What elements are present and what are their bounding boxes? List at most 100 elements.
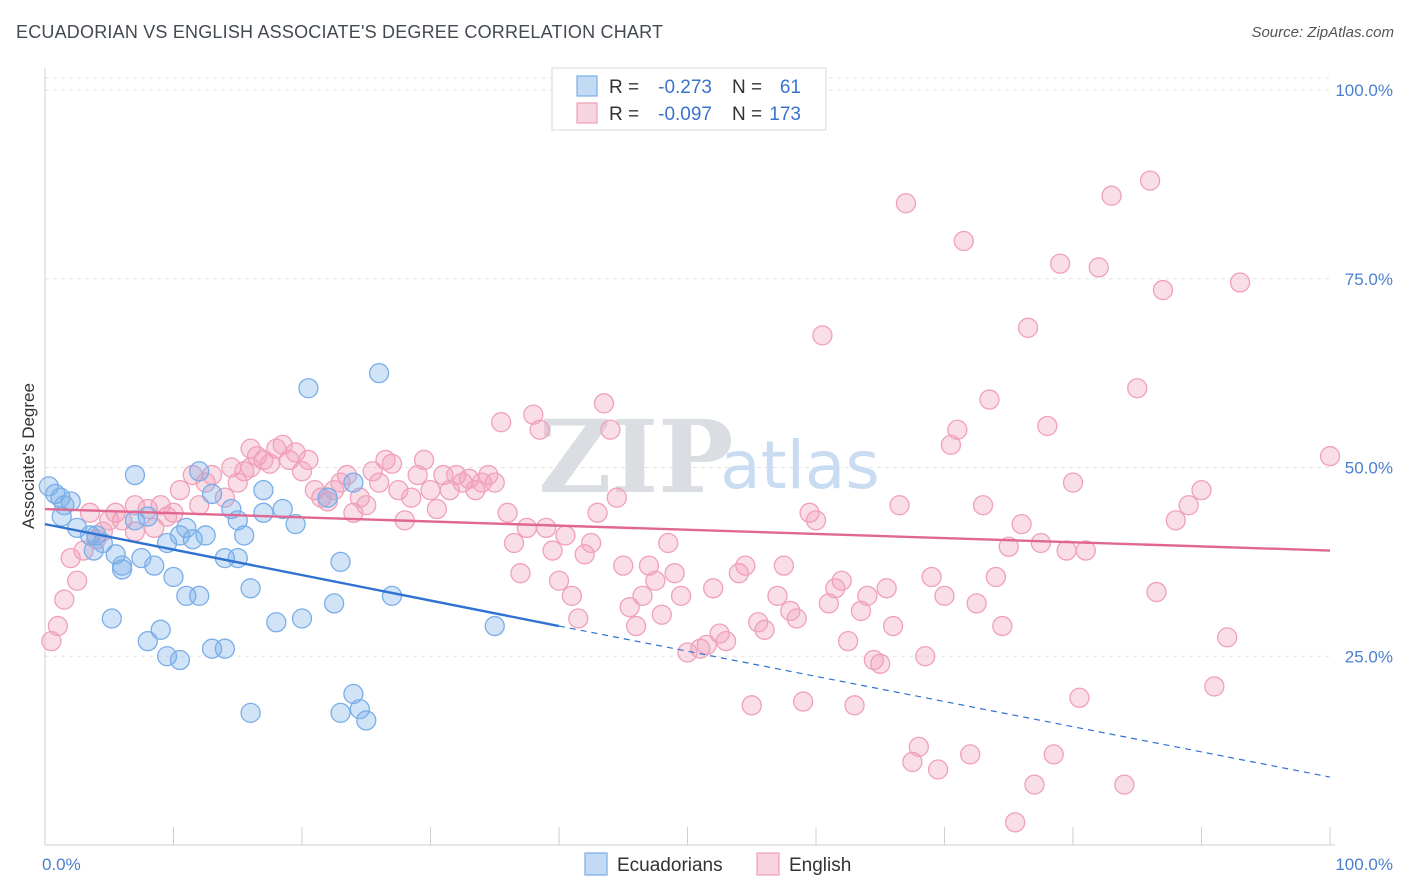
english-point — [484, 472, 505, 493]
english-point — [1114, 774, 1135, 795]
english-point — [66, 570, 88, 591]
english-point — [156, 506, 178, 527]
series-legend: Ecuadorians English — [584, 852, 851, 876]
english-point — [523, 404, 544, 425]
english-point — [285, 442, 306, 463]
english-point — [253, 449, 274, 471]
english-point — [150, 495, 171, 516]
english-point — [561, 585, 582, 606]
english-point — [439, 479, 460, 501]
ecuadorian-point — [163, 566, 184, 588]
english-point — [491, 412, 512, 433]
english-point — [670, 585, 692, 606]
english-point — [953, 230, 974, 252]
english-point — [574, 544, 595, 565]
english-point — [696, 634, 717, 656]
english-point — [47, 615, 68, 637]
ecuadorian-point — [101, 608, 122, 629]
ecuadorian-point — [156, 646, 178, 667]
ecuadorian-point — [343, 683, 364, 705]
y-tick-label: 75.0% — [1345, 270, 1393, 289]
english-point — [1152, 279, 1174, 301]
english-point — [927, 759, 949, 780]
english-point — [741, 695, 762, 716]
english-point — [934, 585, 955, 606]
english-point — [1217, 627, 1238, 648]
english-point — [401, 487, 422, 508]
x-tick-labels: 0.0% 100.0% — [42, 855, 1393, 874]
english-point — [1139, 170, 1161, 191]
ecuadorian-point — [227, 510, 248, 531]
english-point — [381, 453, 403, 474]
n-label: N = — [732, 77, 762, 98]
english-point — [593, 393, 615, 414]
ecuadorian-point — [240, 702, 261, 724]
y-axis-label: Associate's Degree — [19, 383, 38, 529]
ecuadorian-point — [253, 479, 274, 501]
r-value: -0.273 — [658, 77, 712, 98]
english-point — [503, 532, 525, 554]
english-point — [908, 736, 929, 757]
ecuadorian-point — [343, 472, 364, 493]
english-point — [1005, 812, 1026, 833]
ecuadorian-point — [323, 593, 345, 614]
english-point — [529, 419, 550, 440]
source-label: Source: ZipAtlas.com — [1251, 24, 1394, 41]
chart-title: ECUADORIAN VS ENGLISH ASSOCIATE'S DEGREE… — [16, 22, 664, 42]
english-point — [645, 570, 666, 591]
english-point — [947, 419, 968, 440]
english-point — [966, 593, 987, 614]
english-point — [298, 449, 319, 471]
english-point — [516, 517, 538, 539]
ecuadorian-point — [83, 540, 104, 561]
english-point — [548, 570, 570, 591]
english-point — [677, 642, 698, 663]
ecuadorian-point — [111, 559, 133, 580]
ecuadorian-point — [182, 529, 203, 550]
ecuadorian-point — [330, 702, 351, 724]
stats-legend: R = -0.273 N = 61 R = -0.097 N = 173 — [551, 67, 827, 131]
ecuadorian-point — [484, 615, 505, 637]
ecuadorian-point — [195, 525, 216, 546]
english-point — [311, 487, 332, 508]
english-point — [60, 547, 81, 569]
ecuadorian-point — [298, 378, 319, 399]
y-tick-label: 25.0% — [1345, 647, 1393, 666]
x-tick-label: 100.0% — [1335, 855, 1393, 874]
ecuadorian-point — [317, 487, 338, 508]
ecuadorian-point — [169, 649, 191, 671]
english-point — [812, 325, 833, 346]
ecuadorian-point — [253, 502, 274, 523]
trend-lines — [44, 507, 1331, 778]
english-point — [169, 479, 191, 501]
english-point — [41, 631, 62, 652]
ecuadorian-point — [51, 506, 72, 527]
english-point — [234, 461, 255, 482]
english-point — [510, 563, 531, 584]
ecuadorian-point — [189, 461, 210, 482]
english-point — [368, 472, 390, 493]
ecuadorian-point — [150, 619, 171, 640]
english-point — [362, 461, 383, 482]
english-point — [850, 600, 872, 622]
english-point — [1229, 272, 1251, 293]
english-point — [786, 608, 807, 629]
r-label: R = — [609, 104, 639, 125]
english-point — [1191, 479, 1212, 501]
english-point — [420, 479, 441, 501]
ecuadorian-point — [272, 498, 293, 520]
n-value: 173 — [769, 104, 801, 125]
english-point — [227, 472, 248, 493]
ecuadorian-point — [349, 698, 370, 720]
english-point — [1037, 415, 1058, 437]
english-point — [266, 438, 287, 459]
english-point — [1024, 774, 1045, 795]
english-point — [214, 487, 236, 508]
english-point — [979, 389, 1000, 410]
english-point — [998, 536, 1019, 557]
english-point — [625, 615, 647, 637]
english-point — [1069, 687, 1090, 708]
ecuadorian-point — [131, 547, 152, 569]
english-point — [1056, 540, 1077, 561]
english-point — [1178, 495, 1199, 516]
